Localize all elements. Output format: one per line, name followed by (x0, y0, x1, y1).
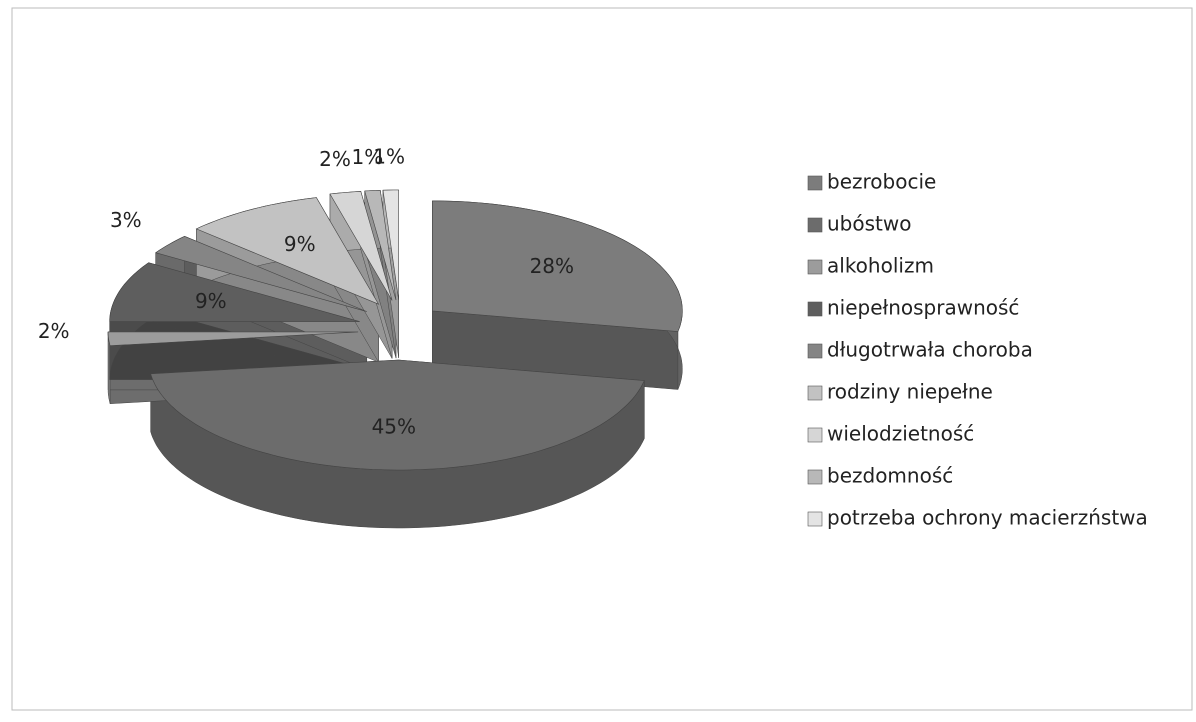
legend-swatch (807, 301, 823, 317)
pie-tops (107, 189, 683, 471)
data-label: 28% (530, 254, 574, 278)
slice (109, 262, 360, 322)
legend-swatch (807, 175, 823, 191)
legend-swatch (807, 259, 823, 275)
slice (155, 235, 367, 312)
data-label: 9% (195, 289, 227, 313)
legend-label: bezdomność (827, 464, 953, 488)
data-label: 2% (319, 147, 351, 171)
slice (364, 190, 397, 301)
legend-swatch (807, 469, 823, 485)
data-label: 1% (351, 145, 383, 169)
slice (329, 191, 393, 301)
legend-label: ubóstwo (827, 212, 911, 236)
legend-label: bezrobocie (827, 170, 936, 194)
legend-swatch (807, 385, 823, 401)
slice (195, 197, 380, 305)
slice (150, 359, 645, 471)
legend-label: wielodzietność (827, 422, 974, 446)
legend-label: długotrwała choroba (827, 338, 1033, 362)
legend-swatch (807, 511, 823, 527)
data-label: 9% (284, 232, 316, 256)
data-label: 3% (110, 208, 142, 232)
data-label: 1% (373, 144, 405, 168)
legend-label: rodziny niepełne (827, 380, 993, 404)
legend-label: potrzeba ochrony macierzństwa (827, 506, 1148, 530)
slice (432, 200, 683, 332)
legend-label: niepełnosprawność (827, 296, 1019, 320)
data-label: 2% (38, 319, 70, 343)
legend-swatch (807, 343, 823, 359)
legend-swatch (807, 427, 823, 443)
slice (382, 189, 399, 301)
slice (107, 331, 359, 347)
legend-label: alkoholizm (827, 254, 934, 278)
legend-swatch (807, 217, 823, 233)
data-label: 45% (372, 415, 416, 439)
